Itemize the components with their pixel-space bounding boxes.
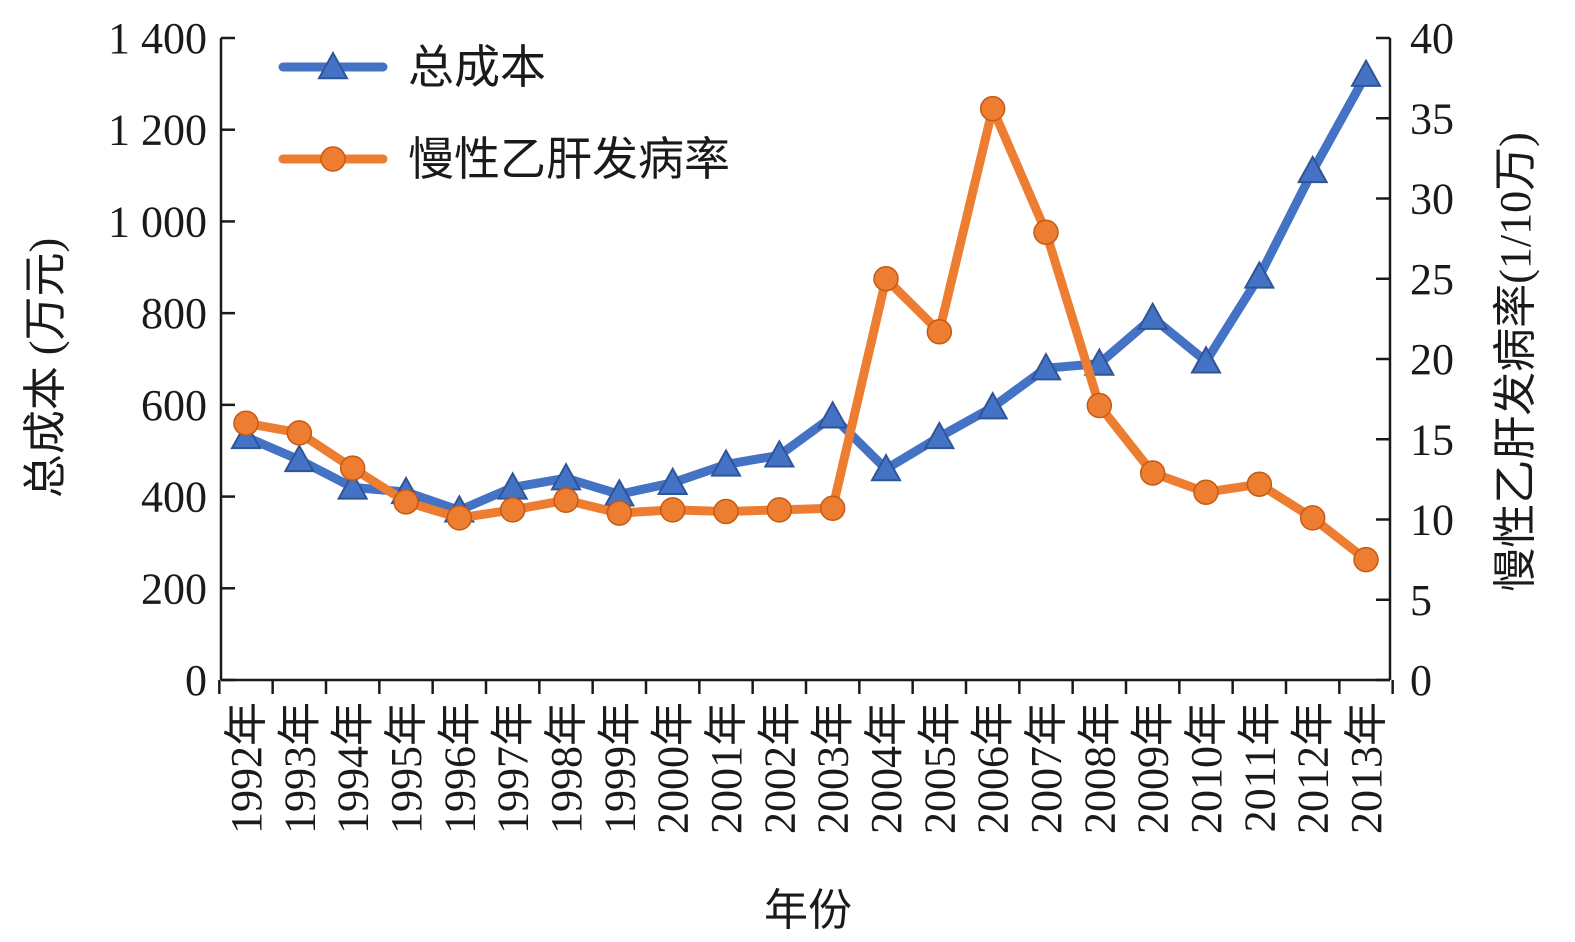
legend-label: 慢性乙肝发病率: [408, 134, 730, 185]
x-tick-label: 2005年: [915, 702, 964, 834]
x-tick-label: 2002年: [755, 702, 804, 834]
data-point-hbv-incidence: [926, 318, 953, 345]
y-left-tick-label: 400: [141, 473, 207, 522]
data-point-hbv-incidence: [1139, 460, 1166, 486]
data-point-total-cost: [656, 466, 689, 496]
data-point-hbv-incidence: [499, 497, 526, 523]
y-right-tick-label: 25: [1410, 255, 1454, 304]
data-point-total-cost: [870, 452, 902, 482]
x-tick-label: 2001年: [702, 702, 751, 834]
legend-label: 总成本: [408, 42, 546, 93]
data-point-hbv-incidence: [233, 410, 259, 436]
y-right-tick-label: 40: [1410, 14, 1454, 63]
y-right-tick-label: 5: [1410, 576, 1432, 625]
data-point-total-cost: [763, 439, 796, 468]
data-point-total-cost: [1030, 352, 1062, 381]
data-point-total-cost: [976, 391, 1009, 420]
data-point-total-cost: [336, 471, 369, 500]
data-point-total-cost: [283, 443, 316, 473]
x-tick-label: 2013年: [1342, 702, 1391, 834]
x-tick-label: 2009年: [1129, 702, 1178, 834]
x-tick-label: 2004年: [862, 702, 911, 834]
data-point-hbv-incidence: [1193, 479, 1219, 505]
series-line-hbv-incidence: [241, 104, 1371, 565]
data-point-total-cost: [710, 448, 742, 477]
x-tick-label: 1994年: [329, 702, 378, 834]
data-point-hbv-incidence: [713, 498, 739, 525]
data-point-total-cost: [923, 420, 956, 450]
y-right-tick-label: 30: [1410, 175, 1454, 224]
x-axis-title: 年份: [764, 886, 852, 935]
x-tick-label: 2003年: [809, 702, 858, 834]
data-point-hbv-incidence: [1033, 219, 1059, 245]
data-point-hbv-incidence: [659, 497, 686, 523]
x-tick-label: 2007年: [1022, 702, 1071, 834]
data-point-total-cost: [1350, 58, 1382, 87]
data-point-total-cost: [816, 400, 849, 429]
x-tick-label: 2011年: [1235, 702, 1284, 832]
data-point-hbv-incidence: [393, 489, 419, 515]
y-right-tick-label: 35: [1410, 94, 1454, 143]
data-point-hbv-incidence: [819, 495, 846, 522]
data-point-total-cost: [1296, 154, 1329, 184]
legend-marker-circle: [320, 146, 346, 172]
y-left-tick-label: 800: [141, 289, 207, 338]
y-right-tick-label: 10: [1410, 496, 1454, 545]
y-right-tick-label: 20: [1410, 335, 1454, 384]
data-point-hbv-incidence: [1086, 392, 1113, 419]
y-axis-right-title: 慢性乙肝发病率(1/10万): [1491, 132, 1540, 592]
data-point-hbv-incidence: [553, 487, 579, 513]
data-point-hbv-incidence: [1299, 505, 1326, 531]
series-line-total-cost: [241, 70, 1371, 515]
y-left-tick-label: 600: [141, 381, 207, 430]
data-point-hbv-incidence: [446, 505, 473, 531]
legend-marker-triangle: [317, 50, 349, 80]
x-tick-label: 1992年: [222, 702, 271, 834]
x-tick-label: 1996年: [435, 702, 484, 834]
x-tick-label: 1995年: [382, 702, 431, 834]
y-left-tick-label: 1 400: [108, 14, 207, 63]
x-tick-label: 2012年: [1289, 702, 1338, 834]
x-tick-label: 1998年: [542, 702, 591, 834]
x-tick-label: 2006年: [969, 702, 1018, 834]
x-tick-label: 1999年: [595, 702, 644, 834]
y-right-tick-label: 15: [1410, 415, 1454, 464]
data-point-hbv-incidence: [606, 500, 633, 526]
data-point-total-cost: [1136, 301, 1169, 330]
x-tick-label: 2010年: [1182, 702, 1231, 834]
data-point-hbv-incidence: [979, 95, 1006, 122]
data-point-total-cost: [1190, 345, 1222, 374]
y-left-tick-label: 0: [185, 656, 207, 705]
data-point-hbv-incidence: [286, 420, 313, 446]
x-tick-label: 2008年: [1075, 702, 1124, 834]
y-left-tick-label: 200: [141, 564, 207, 613]
data-point-hbv-incidence: [1353, 546, 1379, 573]
y-right-tick-label: 0: [1410, 656, 1432, 705]
data-point-hbv-incidence: [766, 497, 793, 523]
x-tick-label: 1993年: [275, 702, 324, 834]
data-point-total-cost: [1243, 260, 1276, 289]
data-point-hbv-incidence: [873, 266, 899, 292]
x-tick-label: 1997年: [489, 702, 538, 834]
y-left-tick-label: 1 200: [108, 106, 207, 155]
x-tick-label: 2000年: [649, 702, 698, 834]
y-axis-left-title: 总成本 (万元): [21, 238, 70, 498]
data-point-hbv-incidence: [339, 455, 366, 481]
y-left-tick-label: 1 000: [108, 197, 207, 246]
data-point-hbv-incidence: [1246, 471, 1273, 497]
